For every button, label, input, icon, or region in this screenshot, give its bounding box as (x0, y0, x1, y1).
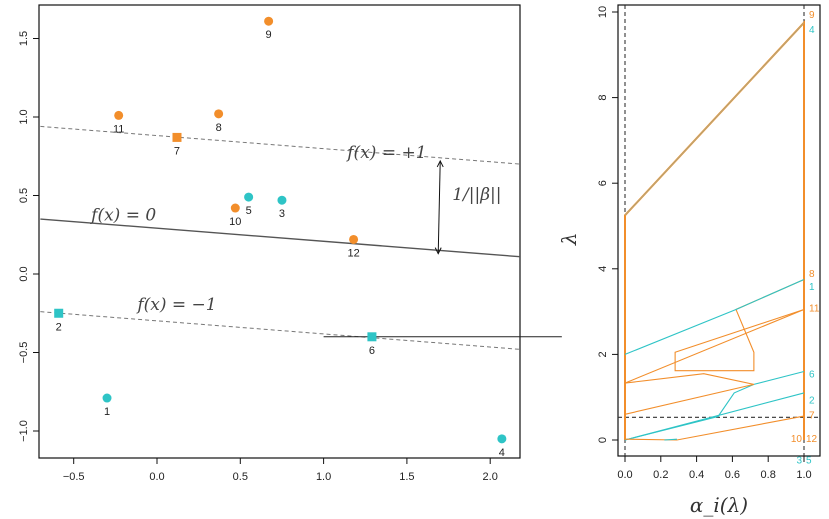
y-tick-label: 0 (597, 437, 609, 443)
path-series-10 (624, 373, 755, 415)
arrow-head-up-icon (436, 159, 444, 168)
data-point (102, 393, 112, 403)
data-point (277, 195, 287, 205)
point-label: 7 (174, 145, 180, 157)
point-label: 12 (347, 247, 359, 259)
path-end-label: 5 (806, 455, 812, 466)
support-vector-point (367, 332, 377, 342)
x-tick-label: 1.0 (796, 469, 811, 481)
annotation-label: f(x) = 0 (89, 206, 156, 226)
y-tick-label: −0.5 (18, 342, 30, 364)
x-tick-label: 0.0 (617, 469, 632, 481)
margin-plus-line (40, 125, 520, 165)
path-end-label: 8 (809, 269, 815, 280)
path-end-label: 6 (809, 370, 815, 381)
path-series-8 (674, 278, 805, 372)
y-tick-label: 4 (597, 266, 609, 272)
point-label: 9 (266, 29, 272, 41)
point-label: 2 (56, 321, 62, 333)
path-end-label: 12 (806, 434, 818, 445)
path-end-label: 9 (809, 10, 815, 21)
x-tick-label: 1.5 (399, 471, 414, 483)
path-series-4 (624, 22, 805, 216)
y-tick-label: 1.5 (18, 31, 30, 46)
path-series-2 (624, 392, 805, 441)
y-tick-label: 0.0 (18, 266, 30, 281)
path-end-label: 1 (809, 282, 815, 293)
annotation-label: 1/||β|| (452, 185, 501, 205)
x-tick-label: 0.4 (689, 469, 704, 481)
margin-minus-line (40, 311, 520, 350)
path-series-6 (624, 370, 805, 441)
x-tick-label: −0.5 (63, 471, 85, 483)
annotation-label: f(x) = +1 (345, 143, 426, 163)
data-point (214, 109, 224, 119)
x-tick-label: 0.2 (653, 469, 668, 481)
plot-frame (38, 4, 521, 459)
y-tick-label: 10 (597, 6, 609, 18)
data-point (264, 16, 274, 26)
path-end-label: 10 (791, 434, 803, 445)
y-tick-label: 2 (597, 351, 609, 357)
path-end-label: 2 (809, 395, 815, 406)
point-label: 5 (246, 205, 252, 217)
path-end-label: 3 (796, 455, 802, 466)
y-tick-label: 6 (597, 180, 609, 186)
point-label: 8 (216, 122, 222, 134)
plot-frame (617, 4, 821, 457)
x-tick-label: 0.8 (761, 469, 776, 481)
point-label: 4 (499, 447, 505, 459)
arrow-head-down-icon (434, 247, 442, 255)
path-series-3 (664, 438, 677, 441)
y-axis-label: λ (557, 232, 581, 246)
x-tick-label: 2.0 (483, 471, 498, 483)
point-label: 11 (113, 123, 124, 135)
data-point (497, 434, 507, 444)
point-label: 3 (279, 208, 285, 220)
y-tick-label: −1.0 (18, 420, 30, 442)
data-point (349, 234, 359, 244)
data-point (244, 192, 254, 202)
data-point (230, 203, 240, 213)
y-tick-label: 1.0 (18, 109, 30, 124)
x-tick-label: 0.5 (233, 471, 248, 483)
support-vector-point (54, 308, 64, 318)
x-tick-label: 1.0 (316, 471, 331, 483)
annotation-label: f(x) = −1 (135, 295, 216, 315)
point-label: 10 (229, 216, 241, 228)
support-vector-point (172, 132, 182, 142)
path-end-label: 11 (809, 303, 820, 314)
y-tick-label: 8 (597, 95, 609, 101)
path-end-label: 7 (809, 410, 815, 421)
point-label: 1 (104, 406, 110, 418)
data-point (114, 110, 124, 120)
point-label: 6 (369, 345, 375, 357)
path-series-9 (624, 20, 805, 440)
x-axis-label: α_i(λ) (690, 493, 748, 517)
path-series-7 (624, 415, 805, 441)
x-tick-label: 0.6 (725, 469, 740, 481)
svm-scatter-plot: −0.5 0.0 0.5 1.0 1.5 2.0 −1.0 −0.5 0.0 0.5 1.0 1.5 f… (18, 4, 562, 483)
y-tick-label: 0.5 (18, 188, 30, 203)
path-series-1 (624, 278, 805, 355)
path-end-label: 4 (809, 25, 815, 36)
path-series-11 (624, 308, 805, 384)
regularization-path-plot: 0.0 0.2 0.4 0.6 0.8 1.00246810α_i(λ)λ94811162… (557, 4, 821, 517)
margin-arrow-shaft (437, 160, 441, 254)
x-tick-label: 0.0 (149, 471, 164, 483)
